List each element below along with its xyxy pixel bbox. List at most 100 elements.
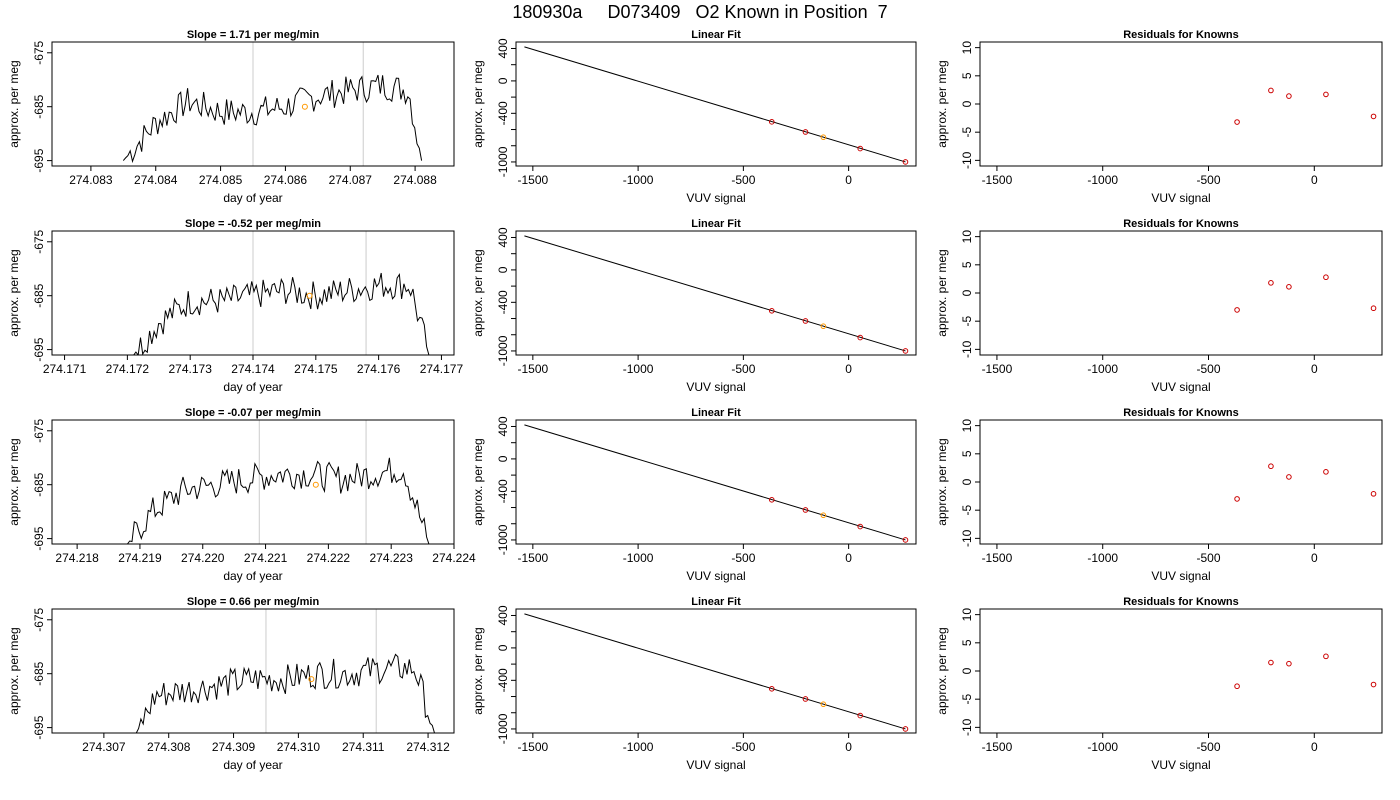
- y-axis-label: approx. per meg: [471, 60, 485, 147]
- y-tick-label: -685: [32, 283, 46, 307]
- y-tick-label: 10: [960, 608, 974, 622]
- y-axis-label: approx. per meg: [7, 438, 21, 525]
- known-point: [857, 334, 864, 341]
- x-tick-label: 274.177: [420, 362, 464, 376]
- known-point: [902, 348, 909, 354]
- plot-frame: [515, 419, 917, 545]
- x-tick-label: -1500: [982, 551, 1013, 565]
- x-axis-label: day of year: [223, 191, 282, 205]
- highlight-point: [301, 103, 308, 110]
- y-tick-label: 0: [496, 455, 510, 462]
- y-tick-label: 0: [496, 77, 510, 84]
- fit-title: Linear Fit: [691, 596, 741, 608]
- residual-point: [1370, 681, 1377, 688]
- timeseries-line: [133, 272, 430, 355]
- residual-point: [1323, 91, 1329, 98]
- x-tick-label: 274.312: [406, 740, 450, 754]
- x-tick-label: 274.085: [199, 173, 243, 187]
- row-3: 274.218 274.219 274.220 274.221 274.222 274.2…: [7, 407, 1383, 583]
- timeseries-panel: 274.218 274.219 274.220 274.221 274.222 274.2…: [7, 407, 476, 583]
- y-tick-label: -695: [32, 526, 46, 550]
- timeseries-line: [122, 74, 423, 164]
- highlight-point: [820, 134, 827, 141]
- x-axis-label: VUV signal: [686, 758, 745, 772]
- y-tick-label: -10: [960, 151, 974, 169]
- timeseries-panel: 274.307 274.308 274.309 274.310 274.311 274.3…: [7, 596, 455, 772]
- slope-title: Slope = -0.07 per meg/min: [185, 407, 321, 419]
- x-tick-label: 274.221: [244, 551, 288, 565]
- x-axis-label: day of year: [223, 380, 282, 394]
- y-tick-label: -675: [32, 607, 46, 631]
- x-tick-label: 274.175: [294, 362, 338, 376]
- x-tick-label: 274.172: [106, 362, 150, 376]
- residuals-title: Residuals for Knowns: [1123, 29, 1239, 41]
- y-axis-label: approx. per meg: [935, 249, 949, 336]
- y-tick-label: -685: [32, 661, 46, 685]
- x-tick-label: -1500: [982, 362, 1013, 376]
- x-tick-label: -1000: [623, 740, 654, 754]
- x-tick-label: 274.084: [134, 173, 178, 187]
- x-tick-label: -1500: [517, 740, 548, 754]
- x-tick-label: 0: [1311, 551, 1318, 565]
- x-tick-label: -1500: [517, 551, 548, 565]
- y-tick-label: -5: [960, 505, 974, 516]
- residual-point: [1370, 491, 1377, 497]
- x-axis-label: day of year: [223, 758, 282, 772]
- x-tick-label: 274.218: [55, 551, 99, 565]
- x-tick-label: 0: [845, 362, 852, 376]
- y-tick-label: -695: [32, 337, 46, 361]
- x-tick-label: -1500: [517, 173, 548, 187]
- residual-point: [1286, 474, 1292, 480]
- known-point: [857, 712, 864, 719]
- row-2: 274.171 274.172 274.173 274.174 274.175 274.1…: [7, 218, 1383, 394]
- residual-point: [1234, 307, 1240, 313]
- x-tick-label: -500: [1196, 362, 1220, 376]
- y-tick-label: -675: [32, 40, 46, 64]
- residual-point: [1286, 93, 1292, 99]
- x-tick-label: 274.308: [147, 740, 191, 754]
- timeseries-line: [127, 457, 430, 544]
- known-point: [768, 308, 775, 314]
- known-point: [802, 318, 809, 324]
- residual-point: [1370, 305, 1377, 312]
- known-point: [802, 696, 809, 702]
- x-axis-label: VUV signal: [1151, 569, 1210, 583]
- known-point: [768, 686, 775, 692]
- x-tick-label: 274.083: [69, 173, 113, 187]
- plot-frame: [979, 608, 1383, 734]
- timeseries-panel: 274.171 274.172 274.173 274.174 274.175 274.1…: [7, 218, 463, 394]
- x-tick-label: -1500: [982, 740, 1013, 754]
- fit-line: [524, 424, 906, 541]
- plot-frame: [979, 230, 1383, 356]
- plot-frame: [979, 419, 1383, 545]
- known-point: [857, 145, 864, 152]
- x-axis-label: VUV signal: [1151, 191, 1210, 205]
- x-tick-label: 274.222: [307, 551, 351, 565]
- known-point: [902, 726, 909, 732]
- y-tick-label: -400: [496, 101, 510, 125]
- linear-fit-panel: -1500 -1000 -500 0 400 0 -400 -1000 Linear Fit VU…: [471, 218, 917, 394]
- residuals-panel: -1500 -1000 -500 0 10 5 0 -5 -10 Residuals for Kn…: [935, 596, 1383, 772]
- y-tick-label: -1000: [496, 524, 510, 555]
- y-tick-label: 10: [960, 419, 974, 433]
- y-tick-label: 0: [960, 478, 974, 485]
- y-axis-label: approx. per meg: [935, 627, 949, 714]
- x-tick-label: 0: [1311, 362, 1318, 376]
- y-tick-label: -400: [496, 668, 510, 692]
- y-tick-label: -685: [32, 472, 46, 496]
- residual-point: [1286, 284, 1292, 290]
- y-tick-label: -675: [32, 229, 46, 253]
- residuals-title: Residuals for Knowns: [1123, 407, 1239, 419]
- residual-point: [1268, 659, 1274, 666]
- x-tick-label: 274.310: [277, 740, 321, 754]
- fit-line: [524, 613, 906, 730]
- residuals-title: Residuals for Knowns: [1123, 596, 1239, 608]
- highlight-point: [820, 323, 827, 330]
- y-tick-label: 5: [960, 261, 974, 268]
- x-tick-label: 0: [845, 173, 852, 187]
- residual-point: [1323, 469, 1329, 475]
- y-axis-label: approx. per meg: [471, 249, 485, 336]
- y-tick-label: -1000: [496, 713, 510, 744]
- highlight-point: [312, 481, 319, 488]
